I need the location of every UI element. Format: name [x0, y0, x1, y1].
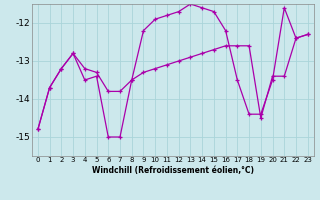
X-axis label: Windchill (Refroidissement éolien,°C): Windchill (Refroidissement éolien,°C) — [92, 166, 254, 175]
